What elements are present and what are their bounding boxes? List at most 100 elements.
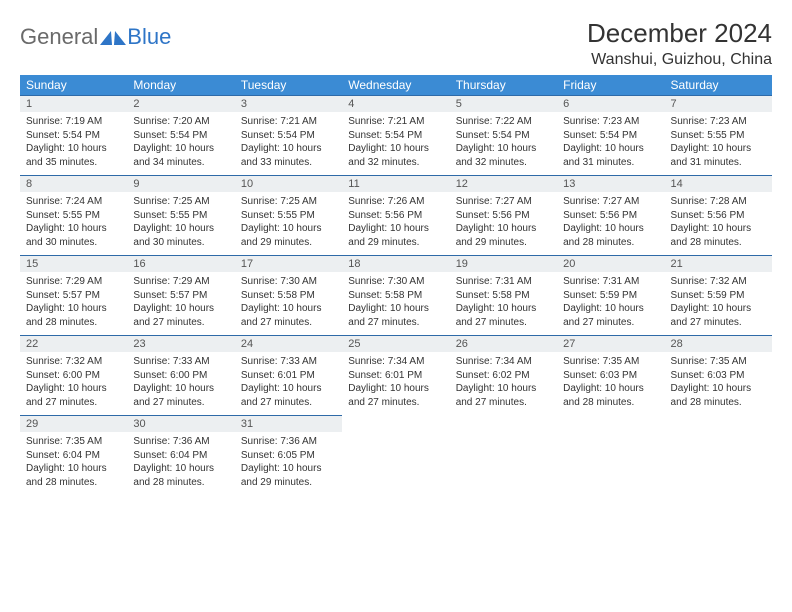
- daylight-label: Daylight:: [348, 143, 387, 154]
- sunset-value: 5:55 PM: [278, 210, 315, 221]
- sunrise-label: Sunrise:: [563, 356, 600, 367]
- sunrise-label: Sunrise:: [133, 116, 170, 127]
- sunset-value: 6:03 PM: [707, 370, 744, 381]
- logo-text-1: General: [20, 24, 98, 50]
- sunset-label: Sunset:: [241, 210, 275, 221]
- sunrise-value: 7:22 AM: [495, 116, 532, 127]
- day-number: 14: [665, 176, 772, 192]
- sunrise-value: 7:29 AM: [65, 276, 102, 287]
- sunset-label: Sunset:: [348, 210, 382, 221]
- sunset-value: 5:54 PM: [600, 130, 637, 141]
- daylight-label: Daylight:: [563, 383, 602, 394]
- calendar-day-cell: 12Sunrise: 7:27 AMSunset: 5:56 PMDayligh…: [450, 176, 557, 256]
- sunset-value: 6:02 PM: [492, 370, 529, 381]
- daylight-label: Daylight:: [133, 143, 172, 154]
- daylight-label: Daylight:: [348, 383, 387, 394]
- day-details: Sunrise: 7:32 AMSunset: 5:59 PMDaylight:…: [665, 272, 772, 335]
- sunrise-label: Sunrise:: [26, 276, 63, 287]
- sunset-label: Sunset:: [563, 290, 597, 301]
- calendar-table: SundayMondayTuesdayWednesdayThursdayFrid…: [20, 75, 772, 495]
- day-details: Sunrise: 7:24 AMSunset: 5:55 PMDaylight:…: [20, 192, 127, 255]
- sunrise-value: 7:23 AM: [710, 116, 747, 127]
- daylight-label: Daylight:: [241, 383, 280, 394]
- day-details: Sunrise: 7:26 AMSunset: 5:56 PMDaylight:…: [342, 192, 449, 255]
- daylight-label: Daylight:: [456, 143, 495, 154]
- sunset-value: 5:54 PM: [170, 130, 207, 141]
- daylight-label: Daylight:: [26, 303, 65, 314]
- weekday-header: Wednesday: [342, 75, 449, 96]
- daylight-label: Daylight:: [456, 223, 495, 234]
- sunrise-value: 7:25 AM: [173, 196, 210, 207]
- logo-text-2: Blue: [127, 24, 171, 50]
- daylight-label: Daylight:: [671, 143, 710, 154]
- day-details: Sunrise: 7:25 AMSunset: 5:55 PMDaylight:…: [127, 192, 234, 255]
- month-title: December 2024: [587, 18, 772, 49]
- calendar-week-row: 22Sunrise: 7:32 AMSunset: 6:00 PMDayligh…: [20, 336, 772, 416]
- daylight-label: Daylight:: [456, 383, 495, 394]
- day-number: 7: [665, 96, 772, 112]
- location-text: Wanshui, Guizhou, China: [587, 51, 772, 69]
- day-details: Sunrise: 7:31 AMSunset: 5:58 PMDaylight:…: [450, 272, 557, 335]
- weekday-header: Friday: [557, 75, 664, 96]
- sunrise-label: Sunrise:: [348, 116, 385, 127]
- sunrise-label: Sunrise:: [348, 196, 385, 207]
- weekday-header: Tuesday: [235, 75, 342, 96]
- sunrise-value: 7:36 AM: [173, 436, 210, 447]
- sunset-label: Sunset:: [26, 450, 60, 461]
- logo-triangle-icon: [112, 31, 126, 45]
- day-number: 15: [20, 256, 127, 272]
- sunset-label: Sunset:: [563, 130, 597, 141]
- calendar-day-cell: 4Sunrise: 7:21 AMSunset: 5:54 PMDaylight…: [342, 96, 449, 176]
- sunset-value: 5:57 PM: [63, 290, 100, 301]
- daylight-label: Daylight:: [456, 303, 495, 314]
- calendar-day-cell: 31Sunrise: 7:36 AMSunset: 6:05 PMDayligh…: [235, 416, 342, 496]
- daylight-label: Daylight:: [26, 383, 65, 394]
- day-number: 23: [127, 336, 234, 352]
- sunset-label: Sunset:: [133, 370, 167, 381]
- sunrise-label: Sunrise:: [241, 436, 278, 447]
- sunrise-value: 7:34 AM: [388, 356, 425, 367]
- daylight-label: Daylight:: [241, 463, 280, 474]
- calendar-day-cell: 1Sunrise: 7:19 AMSunset: 5:54 PMDaylight…: [20, 96, 127, 176]
- sunset-value: 6:01 PM: [278, 370, 315, 381]
- day-number: 28: [665, 336, 772, 352]
- day-number: 4: [342, 96, 449, 112]
- sunrise-label: Sunrise:: [241, 196, 278, 207]
- sunrise-label: Sunrise:: [26, 356, 63, 367]
- day-details: Sunrise: 7:28 AMSunset: 5:56 PMDaylight:…: [665, 192, 772, 255]
- day-number: 12: [450, 176, 557, 192]
- sunrise-value: 7:35 AM: [65, 436, 102, 447]
- sunrise-value: 7:24 AM: [65, 196, 102, 207]
- sunset-label: Sunset:: [133, 290, 167, 301]
- sunrise-label: Sunrise:: [241, 116, 278, 127]
- sunset-label: Sunset:: [241, 290, 275, 301]
- sunrise-value: 7:33 AM: [280, 356, 317, 367]
- calendar-day-cell: 23Sunrise: 7:33 AMSunset: 6:00 PMDayligh…: [127, 336, 234, 416]
- sunrise-label: Sunrise:: [26, 116, 63, 127]
- sunset-label: Sunset:: [348, 290, 382, 301]
- sunset-label: Sunset:: [26, 290, 60, 301]
- sunrise-label: Sunrise:: [456, 356, 493, 367]
- day-details: Sunrise: 7:35 AMSunset: 6:03 PMDaylight:…: [665, 352, 772, 415]
- sunrise-label: Sunrise:: [671, 356, 708, 367]
- calendar-day-cell: 25Sunrise: 7:34 AMSunset: 6:01 PMDayligh…: [342, 336, 449, 416]
- sunset-label: Sunset:: [26, 210, 60, 221]
- calendar-day-cell: 19Sunrise: 7:31 AMSunset: 5:58 PMDayligh…: [450, 256, 557, 336]
- day-details: Sunrise: 7:21 AMSunset: 5:54 PMDaylight:…: [342, 112, 449, 175]
- day-details: Sunrise: 7:22 AMSunset: 5:54 PMDaylight:…: [450, 112, 557, 175]
- day-details: Sunrise: 7:34 AMSunset: 6:02 PMDaylight:…: [450, 352, 557, 415]
- sunrise-value: 7:36 AM: [280, 436, 317, 447]
- day-details: Sunrise: 7:23 AMSunset: 5:55 PMDaylight:…: [665, 112, 772, 175]
- calendar-day-cell: 17Sunrise: 7:30 AMSunset: 5:58 PMDayligh…: [235, 256, 342, 336]
- day-number: 13: [557, 176, 664, 192]
- calendar-week-row: 1Sunrise: 7:19 AMSunset: 5:54 PMDaylight…: [20, 96, 772, 176]
- daylight-label: Daylight:: [671, 223, 710, 234]
- sunset-label: Sunset:: [133, 130, 167, 141]
- calendar-day-cell: [665, 416, 772, 496]
- sunrise-label: Sunrise:: [563, 116, 600, 127]
- sunrise-label: Sunrise:: [26, 196, 63, 207]
- sunrise-label: Sunrise:: [671, 276, 708, 287]
- day-number: 25: [342, 336, 449, 352]
- sunset-label: Sunset:: [671, 370, 705, 381]
- calendar-day-cell: 10Sunrise: 7:25 AMSunset: 5:55 PMDayligh…: [235, 176, 342, 256]
